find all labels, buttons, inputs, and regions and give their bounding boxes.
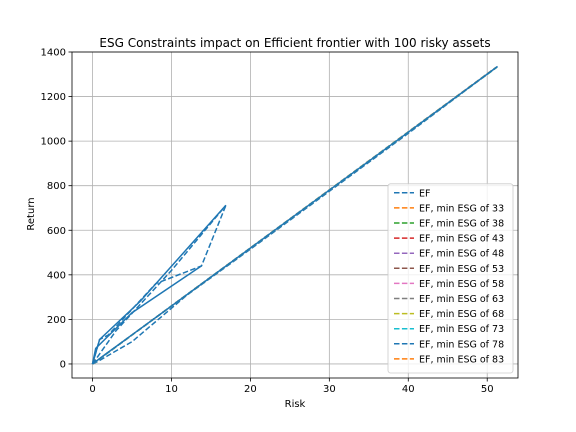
legend-entry: EF, min ESG of 68 xyxy=(419,309,504,320)
legend-entry: EF xyxy=(419,188,430,199)
legend: EF EF, min ESG of 33 EF, min ESG of 38 EF, … xyxy=(387,183,514,374)
y-tick-label: 200 xyxy=(47,315,66,326)
x-tick-label: 30 xyxy=(323,384,336,395)
legend-entry: EF, min ESG of 43 xyxy=(419,234,504,245)
y-tick-label: 0 xyxy=(60,359,66,370)
series-line-13 xyxy=(91,204,227,365)
legend-entry: EF, min ESG of 63 xyxy=(419,294,504,305)
x-tick-label: 50 xyxy=(481,384,494,395)
x-tick-label: 0 xyxy=(89,384,95,395)
ticks: 0 10 20 30 40 50 0 200 400 600 800 1000 1200 1400 xyxy=(41,48,494,396)
y-tick-label: 600 xyxy=(47,226,66,237)
x-tick-label: 20 xyxy=(244,384,257,395)
series-line-15 xyxy=(91,204,227,365)
plot-area xyxy=(91,65,498,365)
legend-entry: EF, min ESG of 78 xyxy=(419,339,504,350)
x-tick-label: 40 xyxy=(402,384,415,395)
chart-title: ESG Constraints impact on Efficient fron… xyxy=(99,36,490,50)
y-tick-label: 1000 xyxy=(41,137,66,148)
legend-entry: EF, min ESG of 73 xyxy=(419,324,504,335)
x-axis-label: Risk xyxy=(285,399,306,410)
legend-entry: EF, min ESG of 53 xyxy=(419,264,504,275)
plot-frame xyxy=(71,51,519,379)
legend-box xyxy=(387,183,514,374)
y-tick-label: 800 xyxy=(47,181,66,192)
legend-entry: EF, min ESG of 58 xyxy=(419,279,504,290)
series-line-0 xyxy=(92,65,498,365)
series-line-12 xyxy=(91,265,202,365)
legend-entry: EF, min ESG of 33 xyxy=(419,203,504,214)
legend-entry: EF, min ESG of 48 xyxy=(419,249,504,260)
y-tick-label: 1200 xyxy=(41,92,66,103)
series-line-14 xyxy=(92,65,498,365)
legend-entry: EF, min ESG of 38 xyxy=(419,219,504,230)
y-tick-label: 1400 xyxy=(41,48,66,59)
legend-entry: EF, min ESG of 83 xyxy=(419,354,504,365)
y-tick-label: 400 xyxy=(47,270,66,281)
y-axis-label: Return xyxy=(26,197,37,230)
x-tick-label: 10 xyxy=(165,384,178,395)
